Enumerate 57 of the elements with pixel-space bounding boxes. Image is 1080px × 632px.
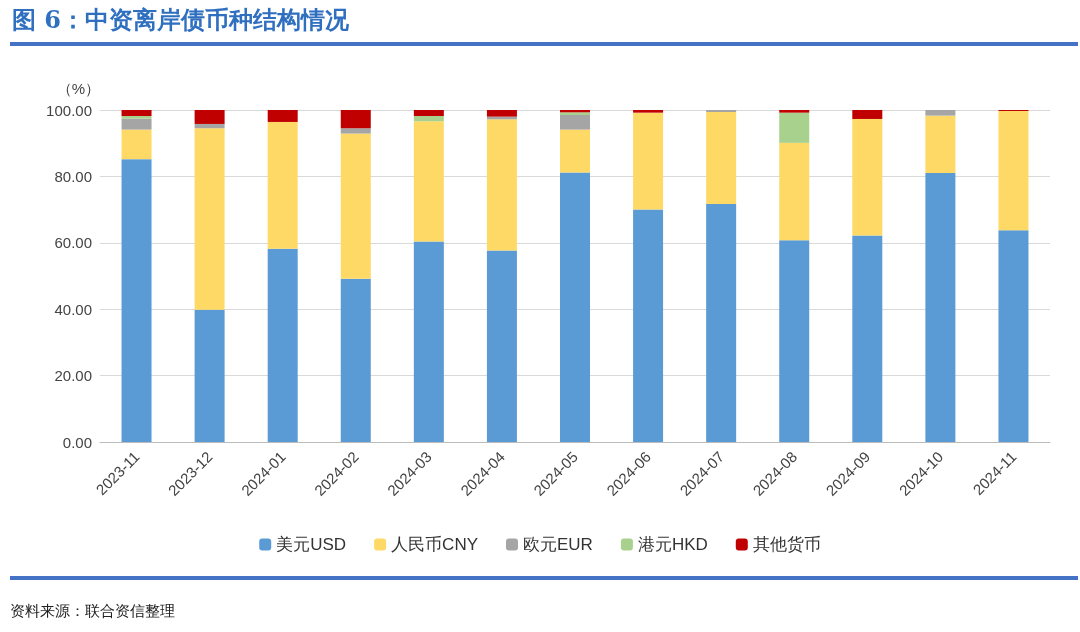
- bar: [998, 111, 1029, 231]
- bar: [267, 121, 298, 249]
- text: 资料来源：联合资信整理: [10, 602, 175, 621]
- bar: [998, 230, 1029, 442]
- bar: [413, 115, 444, 122]
- bar: [413, 121, 444, 242]
- bar: [121, 118, 152, 130]
- y-tick-label: 60.00: [54, 234, 92, 252]
- bar: [925, 173, 956, 442]
- bar: [194, 123, 225, 129]
- bar: [560, 129, 590, 173]
- bar: [925, 110, 956, 116]
- y-tick-label: 40.00: [54, 300, 92, 318]
- bar: [486, 250, 517, 442]
- legend-label: 人民币CNY: [391, 535, 479, 554]
- bar: [340, 133, 371, 279]
- bar: [121, 110, 152, 116]
- bar: [779, 240, 810, 442]
- y-tick-label: 80.00: [54, 167, 92, 185]
- bar: [852, 118, 883, 236]
- bar: [340, 278, 371, 442]
- bar: [925, 115, 956, 174]
- bar: [852, 235, 883, 442]
- bar: [633, 110, 664, 113]
- bar: [194, 110, 225, 124]
- bar: [486, 110, 517, 117]
- legend-label: 美元USD: [276, 535, 347, 554]
- bar: [267, 110, 298, 122]
- bar: [121, 115, 152, 119]
- chart-title: 图 6：中资离岸债币种结构情况: [12, 4, 350, 36]
- bar: [633, 112, 664, 210]
- y-tick-label: 20.00: [54, 367, 92, 385]
- bar: [560, 114, 590, 130]
- legend-label: 其他货币: [752, 535, 821, 554]
- bar: [486, 119, 517, 251]
- bar: [779, 142, 810, 241]
- bar: [413, 241, 444, 442]
- bar: [706, 111, 737, 204]
- bar: [560, 172, 590, 442]
- bar: [413, 110, 444, 116]
- bar: [779, 112, 810, 143]
- legend-label: 欧元EUR: [523, 535, 593, 554]
- bar: [340, 128, 371, 134]
- y-axis-title: （%）: [56, 80, 100, 97]
- legend-label: 港元HKD: [637, 535, 708, 554]
- bar: [194, 309, 225, 442]
- y-tick-label: 0.00: [62, 433, 92, 451]
- bar: [194, 128, 225, 310]
- y-tick-label: 100.00: [46, 101, 92, 119]
- bar: [633, 209, 664, 442]
- bar: [121, 129, 152, 160]
- bar: [121, 159, 152, 442]
- bar: [706, 203, 737, 442]
- bar: [267, 248, 298, 442]
- bar: [852, 110, 883, 119]
- bar: [779, 110, 810, 113]
- bar: [340, 110, 371, 129]
